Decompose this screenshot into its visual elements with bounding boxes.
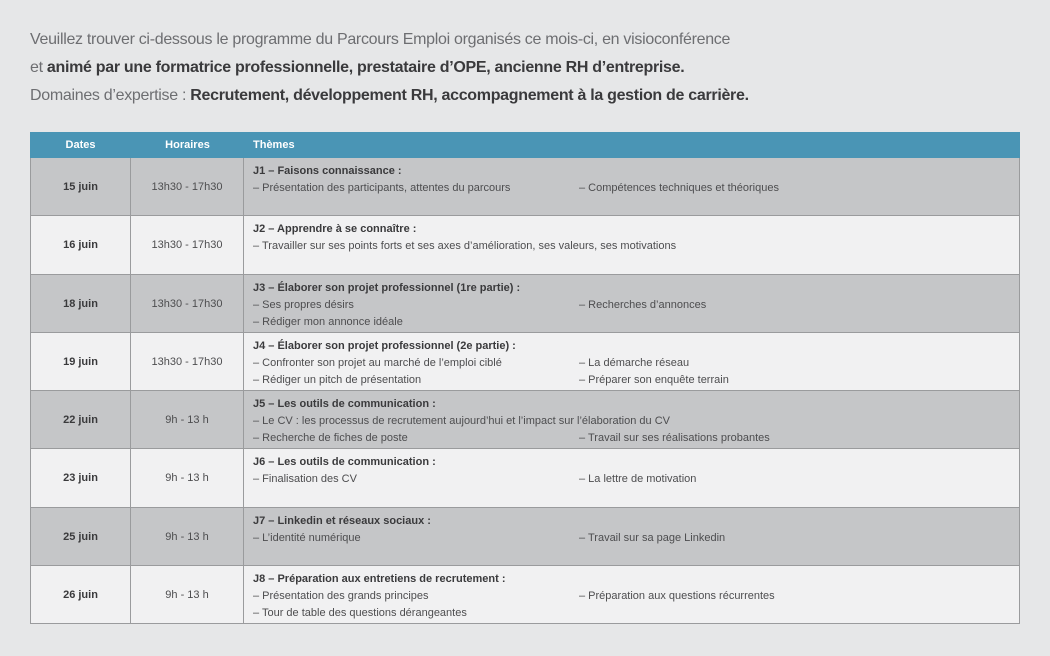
hours-cell: 9h - 13 h: [131, 565, 244, 624]
hours-cell: 13h30 - 17h30: [131, 274, 244, 333]
header-cell: Thèmes: [244, 132, 1020, 158]
theme-item: – L’identité numérique: [253, 531, 361, 544]
header-cell: Horaires: [131, 132, 244, 158]
theme-cell: J7 – Linkedin et réseaux sociaux : – L’id…: [244, 507, 1020, 566]
hours-cell: 9h - 13 h: [131, 449, 244, 508]
intro-line: Veuillez trouver ci-dessous le programme…: [30, 26, 749, 54]
theme-item: – Tour de table des questions dérangeant…: [253, 606, 467, 619]
theme-item: – Rédiger mon annonce idéale: [253, 315, 403, 328]
theme-item: – Préparer son enquête terrain: [579, 373, 729, 386]
date-cell: 16 juin: [30, 216, 131, 275]
hours-cell: 13h30 - 17h30: [131, 158, 244, 217]
theme-cell: J4 – Élaborer son projet professionnel (…: [244, 332, 1020, 391]
intro-line: Domaines d’expertise : Recrutement, déve…: [30, 82, 749, 110]
date-cell: 22 juin: [30, 391, 131, 450]
theme-cell: J8 – Préparation aux entretiens de recru…: [244, 565, 1020, 624]
intro-text: Recrutement, développement RH, accompagn…: [190, 87, 749, 104]
theme-item: – Ses propres désirs: [253, 298, 354, 311]
theme-title: J8 – Préparation aux entretiens de recru…: [253, 572, 506, 585]
theme-title: J3 – Élaborer son projet professionnel (…: [253, 281, 521, 294]
theme-item: – La démarche réseau: [579, 356, 690, 369]
hours-cell: 9h - 13 h: [131, 391, 244, 450]
theme-item: – Finalisation des CV: [253, 473, 357, 486]
theme-item: – Confronter son projet au marché de l’e…: [253, 356, 502, 369]
theme-item: – Préparation aux questions récurrentes: [579, 589, 775, 602]
intro-text: Domaines d’expertise :: [30, 87, 191, 104]
intro-text: animé par une formatrice professionnelle…: [46, 59, 685, 76]
theme-title: J6 – Les outils de communication :: [253, 456, 436, 469]
theme-cell: J2 – Apprendre à se connaître : – Travail…: [244, 216, 1020, 275]
intro-line: et animé par une formatrice professionne…: [30, 54, 749, 82]
theme-cell: J1 – Faisons connaissance : – Présentatio…: [244, 158, 1020, 217]
date-cell: 25 juin: [30, 507, 131, 566]
theme-title: J7 – Linkedin et réseaux sociaux :: [253, 514, 431, 527]
hours-cell: 13h30 - 17h30: [131, 216, 244, 275]
theme-title: J5 – Les outils de communication :: [253, 398, 436, 410]
intro: Veuillez trouver ci-dessous le programme…: [30, 26, 749, 110]
date-cell: 15 juin: [30, 158, 131, 217]
theme-item: – Présentation des grands principes: [253, 589, 429, 602]
theme-title: J2 – Apprendre à se connaître :: [253, 223, 417, 236]
theme-item: – Recherche de fiches de poste: [253, 432, 408, 444]
theme-title: J1 – Faisons connaissance :: [253, 165, 402, 177]
theme-item: – Travail sur sa page Linkedin: [579, 531, 726, 544]
date-cell: 19 juin: [30, 332, 131, 391]
theme-item: – Recherches d’annonces: [579, 298, 707, 311]
theme-cell: J3 – Élaborer son projet professionnel (…: [244, 274, 1020, 333]
theme-cell: J6 – Les outils de communication : – Fina…: [244, 449, 1020, 508]
theme-item: – Présentation des participants, attente…: [253, 182, 511, 194]
theme-item: – Travail sur ses réalisations probantes: [579, 432, 770, 444]
theme-item: – La lettre de motivation: [579, 473, 697, 486]
theme-item: – Rédiger un pitch de présentation: [253, 373, 422, 386]
theme-cell: J5 – Les outils de communication : – Le C…: [244, 391, 1020, 450]
theme-item: – Travailler sur ses points forts et ses…: [253, 240, 677, 253]
theme-item: – Compétences techniques et théoriques: [579, 182, 779, 194]
intro-text: Veuillez trouver ci-dessous le programme…: [30, 31, 731, 48]
hours-cell: 13h30 - 17h30: [131, 332, 244, 391]
theme-item: – Le CV : les processus de recrutement a…: [253, 415, 670, 427]
date-cell: 18 juin: [30, 274, 131, 333]
date-cell: 26 juin: [30, 565, 131, 624]
hours-cell: 9h - 13 h: [131, 507, 244, 566]
theme-title: J4 – Élaborer son projet professionnel (…: [253, 339, 516, 352]
intro-text: et: [30, 59, 47, 76]
header-cell: Dates: [30, 132, 131, 158]
date-cell: 23 juin: [30, 449, 131, 508]
